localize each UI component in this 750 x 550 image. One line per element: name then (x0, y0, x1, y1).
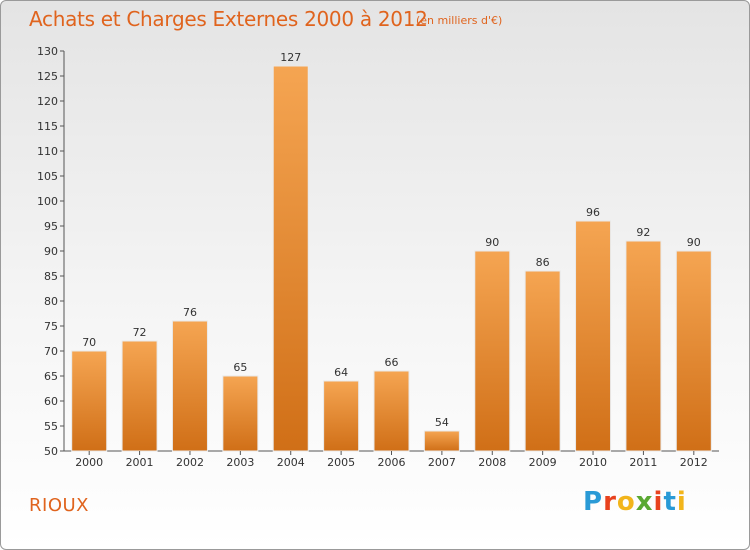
bar (171, 320, 208, 452)
x-tick-label: 2011 (629, 456, 657, 469)
y-tick-label: 115 (37, 120, 58, 133)
logo-letter: i (653, 487, 664, 517)
y-tick-label: 85 (44, 270, 58, 283)
bar (474, 250, 511, 452)
x-tick-label: 2005 (327, 456, 355, 469)
logo-letter: t (663, 487, 677, 517)
bar (524, 270, 561, 452)
y-tick-label: 55 (44, 420, 58, 433)
x-tick-label: 2006 (378, 456, 406, 469)
x-tick-label: 2001 (126, 456, 154, 469)
bar (71, 350, 108, 452)
y-tick-label: 105 (37, 170, 58, 183)
bar-value-label: 90 (485, 236, 499, 249)
chart-subtitle: (en milliers d'€) (416, 14, 503, 27)
y-tick-label: 70 (44, 345, 58, 358)
logo-letter: i (676, 487, 687, 517)
bar (272, 65, 309, 452)
logo-letter: o (616, 487, 636, 517)
y-tick-label: 90 (44, 245, 58, 258)
bar-value-label: 66 (385, 356, 399, 369)
x-tick-label: 2008 (478, 456, 506, 469)
x-tick-label: 2002 (176, 456, 204, 469)
bar-value-label: 72 (133, 326, 147, 339)
bar-value-label: 70 (82, 336, 96, 349)
logo-letter: x (635, 487, 654, 517)
y-tick-label: 75 (44, 320, 58, 333)
bar-value-label: 90 (687, 236, 701, 249)
y-tick-label: 50 (44, 445, 58, 458)
y-tick-label: 65 (44, 370, 58, 383)
bar (373, 370, 410, 452)
x-tick-label: 2003 (226, 456, 254, 469)
x-tick-label: 2004 (277, 456, 305, 469)
y-tick-label: 80 (44, 295, 58, 308)
bar-value-label: 54 (435, 416, 449, 429)
x-tick-label: 2007 (428, 456, 456, 469)
bar-value-label: 86 (536, 256, 550, 269)
y-tick-label: 120 (37, 95, 58, 108)
logo-letter: P (583, 487, 604, 517)
logo-letter: r (603, 487, 617, 517)
proxiti-logo[interactable]: Proxiti (583, 487, 687, 517)
y-tick-label: 130 (37, 45, 58, 58)
bar (121, 340, 158, 452)
x-tick-label: 2009 (529, 456, 557, 469)
bar-value-label: 96 (586, 206, 600, 219)
plot-area: 50 55 60 65 70 75 80 85 90 95 100 105 110 115 120 125 13… (37, 45, 719, 469)
bar-value-label: 127 (280, 51, 301, 64)
y-tick-label: 125 (37, 70, 58, 83)
bar (675, 250, 712, 452)
bar-value-label: 92 (636, 226, 650, 239)
bar (575, 220, 612, 452)
bar-value-label: 64 (334, 366, 348, 379)
bar (222, 375, 259, 452)
y-tick-label: 110 (37, 145, 58, 158)
y-tick-label: 95 (44, 220, 58, 233)
bar (625, 240, 662, 452)
x-tick-label: 2000 (75, 456, 103, 469)
bar-value-label: 65 (233, 361, 247, 374)
bar-value-label: 76 (183, 306, 197, 319)
commune-name: RIOUX (29, 495, 89, 516)
y-tick-label: 60 (44, 395, 58, 408)
y-tick-label: 100 (37, 195, 58, 208)
chart-title: Achats et Charges Externes 2000 à 2012 (29, 7, 428, 31)
bar (323, 380, 360, 452)
bar (423, 430, 460, 452)
x-tick-label: 2012 (680, 456, 708, 469)
x-tick-label: 2010 (579, 456, 607, 469)
